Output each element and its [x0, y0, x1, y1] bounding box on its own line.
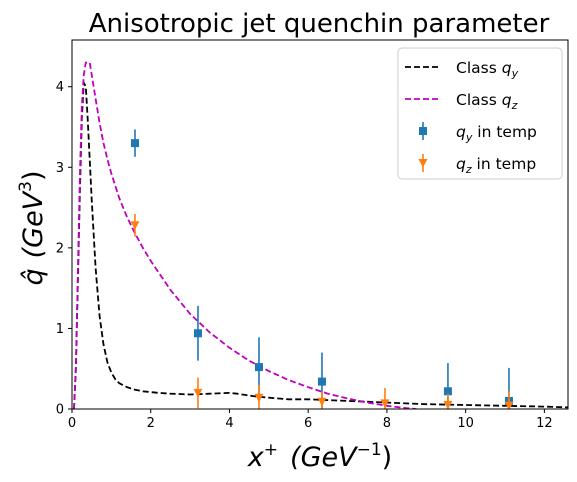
x-tick-label-4: 8: [383, 416, 391, 431]
data-point-3-3: [317, 398, 326, 407]
y-axis-label: q̂(GeV3): [16, 170, 49, 285]
x-tick-label-6: 12: [536, 416, 553, 431]
x-tick-label-0: 0: [68, 416, 76, 431]
x-tick-label-1: 2: [147, 416, 155, 431]
legend-label-0: Class qy: [456, 59, 519, 80]
y-tick-label-2: 2: [56, 241, 64, 256]
data-point-3-2: [254, 394, 263, 403]
chart-title: Anisotropic jet quenchin parameter: [89, 9, 550, 39]
data-point-3-1: [193, 389, 202, 398]
x-axis-label: x+ (GeV−1): [247, 440, 392, 473]
data-point-2-1: [194, 329, 202, 337]
series-line-1: [74, 63, 416, 409]
y-tick-label-1: 1: [56, 322, 64, 337]
y-tick-label-4: 4: [56, 80, 64, 95]
y-tick-label-0: 0: [56, 403, 64, 418]
data-point-2-0: [131, 139, 139, 147]
legend-label-1: Class qz: [456, 91, 518, 112]
x-tick-label-3: 6: [304, 416, 312, 431]
x-tick-label-2: 4: [225, 416, 233, 431]
data-point-2-3: [318, 378, 326, 386]
legend-marker-2: [419, 127, 427, 135]
x-tick-label-5: 10: [457, 416, 474, 431]
y-tick-label-3: 3: [56, 161, 64, 176]
data-point-2-2: [255, 363, 263, 371]
